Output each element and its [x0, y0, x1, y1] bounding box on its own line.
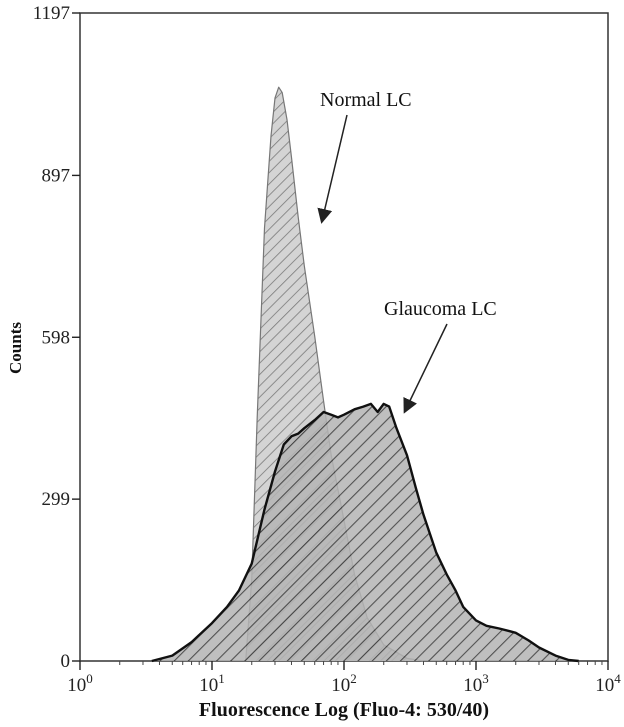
y-axis-title: Counts [6, 322, 25, 374]
y-tick-label: 598 [42, 327, 71, 348]
annotation-glaucoma-lc-arrow [403, 323, 448, 414]
x-axis-title: Fluorescence Log (Fluo-4: 530/40) [199, 699, 489, 721]
x-tick-label: 100 [67, 671, 93, 696]
y-tick-label: 897 [42, 165, 71, 186]
annotation-glaucoma-lc: Glaucoma LC [384, 298, 497, 320]
y-tick-label: 0 [61, 651, 71, 672]
x-tick-label: 101 [199, 671, 225, 696]
annotation-normal-lc-arrow [317, 114, 348, 224]
series-area-glaucoma-lc [151, 403, 579, 661]
series-line-glaucoma-lc [151, 402, 579, 663]
axis-layer: 0 299 598 897 1197 100 101 102 103 104 [33, 3, 622, 696]
x-tick-label: 103 [463, 671, 489, 696]
annotation-normal-lc: Normal LC [320, 89, 412, 111]
x-tick-label: 102 [331, 671, 357, 696]
x-tick-label: 104 [595, 671, 621, 696]
y-tick-label: 299 [42, 489, 71, 510]
series-layer [151, 86, 579, 663]
y-tick-label: 1197 [33, 3, 70, 24]
